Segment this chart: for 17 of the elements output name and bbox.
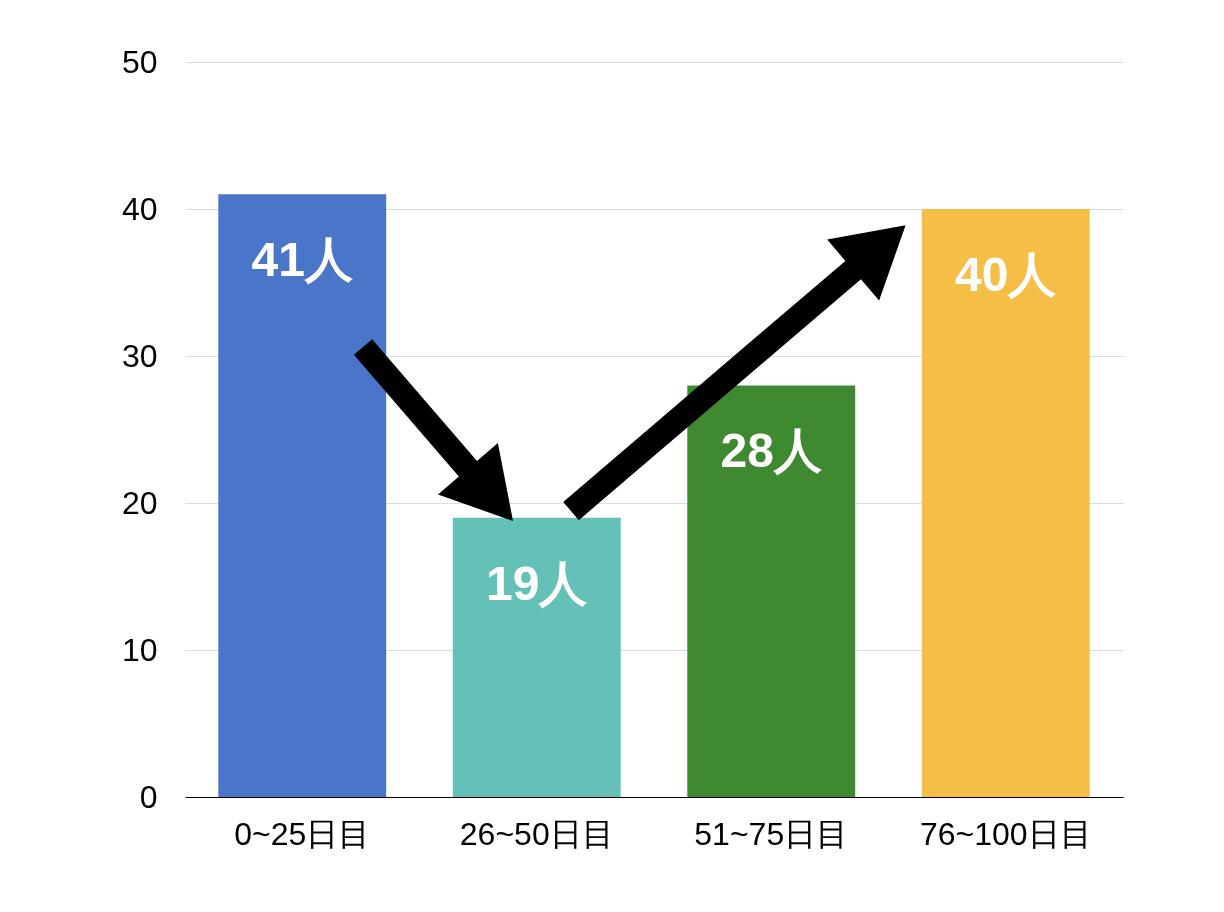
- data-label: 19人: [486, 556, 588, 610]
- y-tick-label: 0: [139, 778, 158, 815]
- data-label: 41人: [251, 233, 353, 287]
- y-tick-label: 40: [121, 190, 158, 227]
- bar: [452, 517, 621, 797]
- x-tick-label: 26~50日目: [459, 815, 614, 852]
- y-tick-label: 30: [121, 337, 158, 374]
- y-tick-label: 50: [121, 43, 158, 80]
- y-tick-label: 10: [121, 631, 158, 668]
- bar: [921, 209, 1090, 797]
- y-tick-label: 20: [121, 484, 158, 521]
- data-label: 40人: [955, 248, 1057, 301]
- bar: [218, 194, 387, 797]
- x-tick-label: 0~25日目: [234, 815, 371, 852]
- x-tick-label: 76~100日目: [919, 815, 1092, 852]
- x-tick-label: 51~75日目: [694, 815, 849, 852]
- data-label: 28人: [720, 424, 822, 478]
